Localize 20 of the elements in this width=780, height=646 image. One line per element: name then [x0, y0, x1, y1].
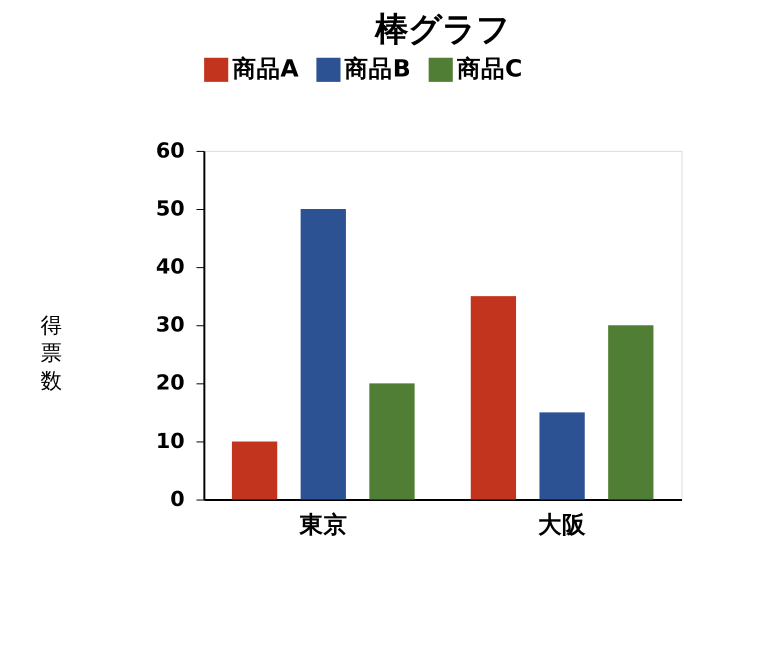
- legend-label: 商品A: [231, 54, 300, 83]
- y-axis-title: 得票数: [40, 314, 62, 394]
- legend-label: 商品C: [456, 54, 522, 83]
- bar: [369, 383, 415, 500]
- bar: [232, 441, 278, 500]
- y-tick-label: 50: [156, 196, 185, 220]
- y-tick-label: 40: [156, 254, 185, 279]
- x-tick-label: 大阪: [538, 510, 588, 539]
- bar: [608, 325, 654, 500]
- y-tick-label: 0: [170, 486, 185, 511]
- y-tick-label: 20: [156, 370, 185, 395]
- x-tick-label: 東京: [298, 510, 348, 539]
- bar: [300, 209, 346, 500]
- legend-label: 商品B: [344, 54, 411, 83]
- y-tick-label: 30: [156, 312, 185, 337]
- bar: [539, 412, 585, 500]
- chart-title: 棒グラフ: [374, 10, 510, 49]
- y-tick-label: 60: [156, 138, 185, 162]
- bar: [470, 296, 516, 500]
- y-tick-label: 10: [156, 428, 185, 453]
